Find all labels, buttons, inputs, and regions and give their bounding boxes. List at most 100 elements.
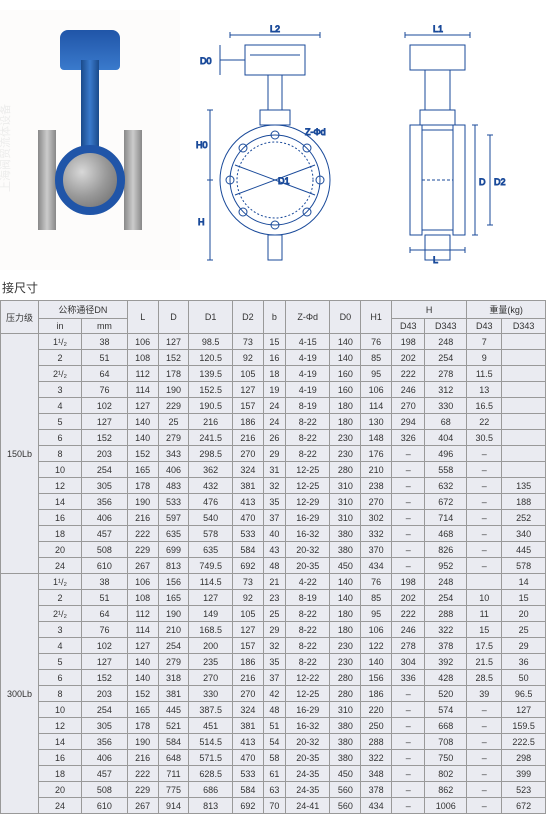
data-cell: 434 — [361, 798, 392, 814]
svg-text:D1: D1 — [278, 176, 290, 186]
data-cell: 380 — [330, 734, 361, 750]
col-in: in — [39, 319, 82, 334]
table-row: 16406216648571.54705820-35380322–750–298 — [1, 750, 546, 766]
data-cell: 152 — [127, 686, 158, 702]
data-cell: 190 — [158, 382, 189, 398]
data-cell: 24-41 — [286, 798, 330, 814]
data-cell: 322 — [425, 622, 467, 638]
table-row: 123051784834323813212-25310238–632–135 — [1, 478, 546, 494]
table-row: 8203152343298.5270298-22230176–496– — [1, 446, 546, 462]
data-cell: 336 — [392, 670, 425, 686]
data-cell: – — [467, 462, 502, 478]
col-D343w: D343 — [502, 319, 546, 334]
data-cell: 1¹/₂ — [39, 574, 82, 590]
data-cell: 4-19 — [286, 382, 330, 398]
data-cell: 178 — [158, 366, 189, 382]
data-cell: 381 — [232, 478, 263, 494]
table-row: 6152140279241.5216268-2223014832640430.5 — [1, 430, 546, 446]
data-cell: 37 — [263, 670, 285, 686]
data-cell: 280 — [330, 462, 361, 478]
data-cell: 330 — [425, 398, 467, 414]
data-cell: 18 — [39, 526, 82, 542]
data-cell: 220 — [361, 702, 392, 718]
data-cell: 248 — [425, 574, 467, 590]
data-cell: 2 — [39, 350, 82, 366]
col-D343h: D343 — [425, 319, 467, 334]
data-cell: 381 — [232, 718, 263, 734]
data-cell: 708 — [425, 734, 467, 750]
data-cell: 4-19 — [286, 350, 330, 366]
data-cell: 348 — [361, 766, 392, 782]
data-cell: 140 — [127, 414, 158, 430]
data-cell: 714 — [425, 510, 467, 526]
data-cell: 20-32 — [286, 542, 330, 558]
data-cell: 380 — [330, 526, 361, 542]
data-cell: 190 — [158, 606, 189, 622]
data-cell: 127 — [232, 622, 263, 638]
data-cell: 230 — [330, 446, 361, 462]
data-cell: 10 — [39, 462, 82, 478]
data-cell: 216 — [232, 430, 263, 446]
data-cell: – — [392, 478, 425, 494]
data-cell: 305 — [82, 478, 128, 494]
data-cell: 392 — [425, 654, 467, 670]
table-row: 5127140279235186358-2223014030439221.536 — [1, 654, 546, 670]
data-cell: 186 — [361, 686, 392, 702]
data-cell: 8-22 — [286, 606, 330, 622]
data-cell: 610 — [82, 798, 128, 814]
data-cell: – — [467, 766, 502, 782]
table-row: 512714025216186248-221801302946822 — [1, 414, 546, 430]
data-cell: 25 — [158, 414, 189, 430]
data-cell: 15 — [263, 334, 285, 350]
data-cell: 127 — [127, 398, 158, 414]
data-cell: 362 — [189, 462, 233, 478]
data-cell: 483 — [158, 478, 189, 494]
data-cell: 20 — [39, 782, 82, 798]
data-cell: 540 — [189, 510, 233, 526]
data-cell: 180 — [330, 414, 361, 430]
col-pressure: 压力级 — [1, 301, 39, 334]
data-cell: 4-15 — [286, 334, 330, 350]
data-cell: 324 — [232, 462, 263, 478]
data-cell: 413 — [232, 734, 263, 750]
data-cell: 2 — [39, 590, 82, 606]
data-cell: – — [467, 542, 502, 558]
data-cell: 210 — [361, 462, 392, 478]
data-cell: 270 — [189, 670, 233, 686]
data-cell: 229 — [127, 782, 158, 798]
table-row: 123051785214513815116-32380250–668–159.5 — [1, 718, 546, 734]
data-cell: 165 — [127, 702, 158, 718]
data-cell: 37 — [263, 510, 285, 526]
data-cell: 203 — [82, 686, 128, 702]
data-cell: 16 — [263, 350, 285, 366]
data-cell: 241.5 — [189, 430, 233, 446]
data-cell: 310 — [330, 702, 361, 718]
table-header: 压力级 公称通径DN L D D1 D2 b Z-Φd D0 H1 H 重量(k… — [1, 301, 546, 334]
data-cell: 635 — [189, 542, 233, 558]
col-D2: D2 — [232, 301, 263, 334]
data-cell: 628.5 — [189, 766, 233, 782]
data-cell: 216 — [232, 670, 263, 686]
data-cell: 692 — [232, 558, 263, 574]
data-cell: 39 — [467, 686, 502, 702]
data-cell: 1006 — [425, 798, 467, 814]
data-cell: 520 — [425, 686, 467, 702]
data-cell: – — [392, 702, 425, 718]
data-cell: 558 — [425, 462, 467, 478]
pressure-cell: 150Lb — [1, 334, 39, 574]
data-cell: – — [467, 558, 502, 574]
data-cell: 496 — [425, 446, 467, 462]
data-cell: 148 — [361, 430, 392, 446]
data-cell: 288 — [425, 606, 467, 622]
data-cell: 270 — [361, 494, 392, 510]
data-cell: 114 — [127, 622, 158, 638]
data-cell: 14 — [39, 734, 82, 750]
data-cell — [502, 350, 546, 366]
data-cell: 30.5 — [467, 430, 502, 446]
data-cell: 387.5 — [189, 702, 233, 718]
section-label: 接尺寸 — [0, 275, 546, 300]
data-cell: 278 — [392, 638, 425, 654]
data-cell: 140 — [127, 670, 158, 686]
data-cell: 140 — [361, 654, 392, 670]
data-cell: 202 — [392, 590, 425, 606]
